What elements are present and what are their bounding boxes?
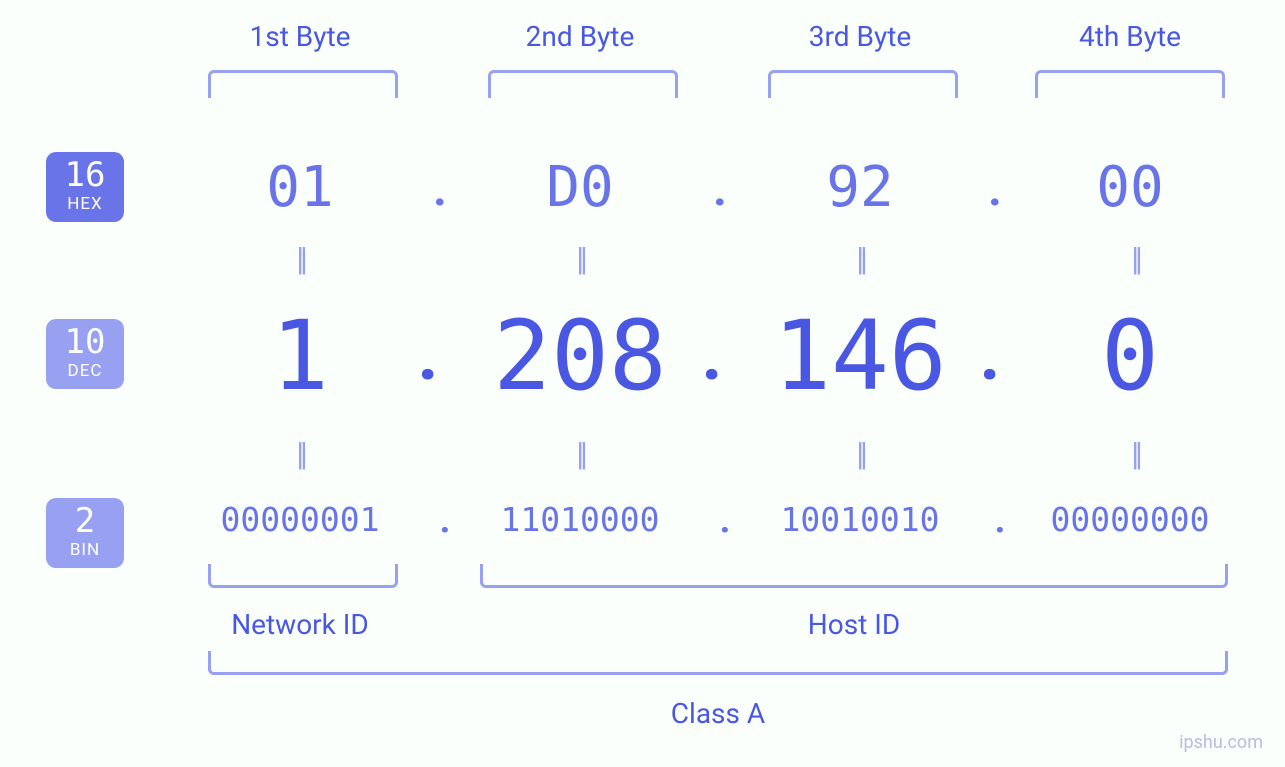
bin-byte-4: 00000000 xyxy=(1010,500,1250,539)
hex-byte-3: 92 xyxy=(755,155,965,220)
dec-dot-3: . xyxy=(970,312,1010,397)
network-id-bracket xyxy=(208,564,398,588)
top-bracket-3 xyxy=(768,70,958,98)
eq-hex-dec-1: || xyxy=(280,240,320,278)
bin-dot-3: . xyxy=(980,498,1020,542)
eq-hex-dec-4: || xyxy=(1115,240,1155,278)
byte-label-1: 1st Byte xyxy=(195,20,405,53)
top-bracket-2 xyxy=(488,70,678,98)
bin-byte-1: 00000001 xyxy=(180,500,420,539)
eq-dec-bin-2: || xyxy=(560,435,600,473)
bin-base-label: BIN xyxy=(46,540,124,560)
dec-base-number: 10 xyxy=(46,325,124,359)
host-id-label: Host ID xyxy=(480,608,1228,641)
byte-label-2: 2nd Byte xyxy=(475,20,685,53)
eq-dec-bin-4: || xyxy=(1115,435,1155,473)
class-bracket xyxy=(208,651,1228,675)
hex-base-number: 16 xyxy=(46,158,124,192)
dec-dot-2: . xyxy=(692,312,732,397)
bin-byte-2: 11010000 xyxy=(460,500,700,539)
eq-hex-dec-3: || xyxy=(840,240,880,278)
hex-dot-1: . xyxy=(420,160,460,217)
dec-byte-3: 146 xyxy=(730,300,990,412)
network-id-label: Network ID xyxy=(195,608,405,641)
byte-label-3: 3rd Byte xyxy=(755,20,965,53)
watermark: ipshu.com xyxy=(1179,732,1263,753)
dec-byte-2: 208 xyxy=(450,300,710,412)
class-label: Class A xyxy=(208,697,1228,730)
bin-byte-3: 10010010 xyxy=(740,500,980,539)
hex-byte-4: 00 xyxy=(1030,155,1230,220)
eq-dec-bin-3: || xyxy=(840,435,880,473)
ip-diagram: 16 HEX 10 DEC 2 BIN 1st Byte 2nd Byte 3r… xyxy=(0,0,1285,767)
bin-badge: 2 BIN xyxy=(46,498,124,568)
dec-dot-1: . xyxy=(408,312,448,397)
hex-badge: 16 HEX xyxy=(46,152,124,222)
hex-byte-1: 01 xyxy=(195,155,405,220)
top-bracket-4 xyxy=(1035,70,1225,98)
bin-dot-1: . xyxy=(425,498,465,542)
hex-dot-3: . xyxy=(975,160,1015,217)
top-bracket-1 xyxy=(208,70,398,98)
dec-byte-1: 1 xyxy=(195,300,405,412)
eq-dec-bin-1: || xyxy=(280,435,320,473)
host-id-bracket xyxy=(480,564,1228,588)
dec-badge: 10 DEC xyxy=(46,319,124,389)
hex-base-label: HEX xyxy=(46,194,124,214)
bin-base-number: 2 xyxy=(46,504,124,538)
hex-dot-2: . xyxy=(700,160,740,217)
byte-label-4: 4th Byte xyxy=(1030,20,1230,53)
eq-hex-dec-2: || xyxy=(560,240,600,278)
dec-base-label: DEC xyxy=(46,361,124,381)
hex-byte-2: D0 xyxy=(475,155,685,220)
bin-dot-2: . xyxy=(705,498,745,542)
dec-byte-4: 0 xyxy=(1030,300,1230,412)
